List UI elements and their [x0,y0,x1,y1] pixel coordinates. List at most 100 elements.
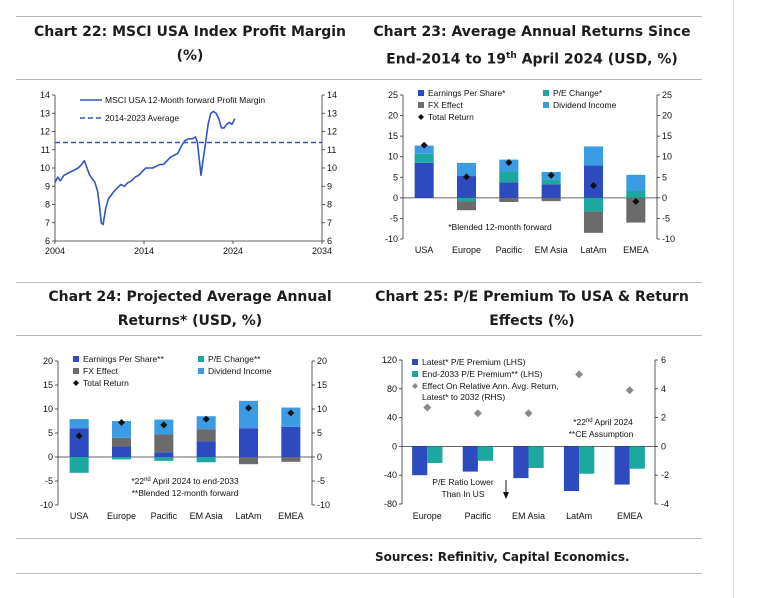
bar-segment [196,457,216,463]
y-tick-label-right: 8 [327,200,332,210]
y-tick-label-left: 9 [45,181,50,191]
y-tick-label-left: 120 [382,355,397,365]
x-category-label: Pacific [151,511,178,521]
total-return-marker [202,415,210,423]
bar-segment [626,174,646,191]
legend-swatch [543,90,549,96]
legend-swatch [412,359,418,365]
bar-segment [196,429,216,442]
effect-marker [625,386,634,395]
y-tick-label-left: 5 [393,172,398,182]
x-tick-label: 2014 [134,246,154,256]
y-tick-label-right: 20 [662,111,672,121]
y-tick-label-right: 14 [327,90,337,100]
legend-swatch [418,102,424,108]
legend-label: P/E Change** [208,354,261,364]
total-return-marker [505,158,513,166]
y-tick-label-right: 4 [661,384,666,394]
bar-segment [626,197,646,223]
y-tick-label-left: -5 [45,476,53,486]
y-tick-label-left: -40 [384,470,397,480]
annotation-arrowhead [503,492,509,499]
total-return-marker [420,141,428,149]
total-return-marker [463,173,470,181]
x-category-label: LatAm [580,245,606,255]
chart24-note-pre: *22 [131,476,144,486]
y-tick-label-right: -5 [662,213,670,223]
y-tick-label-left: 20 [43,356,53,366]
legend-label: Latest* P/E Premium (LHS) [422,357,526,367]
annotation-line: Than In US [442,489,485,499]
chart22-title-line2: (%) [176,48,204,64]
effect-marker [575,370,584,379]
legend-swatch [412,371,418,377]
effect-marker [524,409,533,418]
y-tick-label-left: -10 [40,500,53,510]
y-tick-label-left: -5 [390,213,398,223]
y-tick-label-right: 5 [317,428,322,438]
y-tick-label-left: 7 [45,218,50,228]
chart23-panel: -10 -10 -5 -5 0 0 5 5 10 10 15 15 20 20 25 25 USA Europe P… [365,84,700,264]
page-divider [733,0,734,598]
y-tick-label-left: 0 [393,193,398,203]
legend-label: Total Return [428,112,474,122]
y-tick-label-right: 9 [327,181,332,191]
bar-segment [238,428,259,457]
x-category-label: LatAm [235,511,261,521]
chart24-title: Chart 24: Projected Average Annual Retur… [20,285,360,333]
y-tick-label-left: 12 [40,127,50,137]
y-tick-label-right: 6 [327,236,332,246]
legend-label: MSCI USA 12-Month forward Profit Margin [105,95,265,105]
chart22-panel: 6 6 7 7 8 8 9 9 10 10 11 11 12 12 13 13 14 14 2004 2014 2024… [20,84,340,264]
y-tick-label-left: 20 [388,111,398,121]
bar-segment [626,190,646,198]
bar-segment [111,421,132,438]
y-tick-label-right: 12 [327,127,337,137]
bar-segment [499,197,519,202]
bar-segment [583,197,604,212]
chart22-svg: 6 6 7 7 8 8 9 9 10 10 11 11 12 12 13 13 14 14 2004 2014 2024… [40,90,337,256]
x-tick-label: 2034 [312,246,332,256]
x-category-label: EMEA [623,245,649,255]
chart25-svg: -80 -40 0 40 80 120 -4 -2 0 2 4 6 Europe Pacific EM As… [382,355,669,521]
legend-label: Dividend Income [553,100,617,110]
legend-swatch [418,90,424,96]
source-note: Sources: Refinitiv, Capital Economics. [375,550,630,564]
chart24-title-line1: Chart 24: Projected Average Annual [48,289,332,305]
bar [528,446,544,468]
x-tick-label: 2004 [45,246,65,256]
y-tick-label-left: 14 [40,90,50,100]
bar-segment [281,407,301,427]
bar-segment [583,211,604,233]
bar-segment [456,201,477,211]
chart25-note-part: *22 [573,417,586,427]
bar-segment [541,197,561,202]
y-tick-label-right: -2 [661,470,669,480]
x-category-label: EMEA [617,511,643,521]
legend-swatch [418,114,424,120]
rule-top-2 [16,79,702,80]
chart24-svg: -10 -10 -5 -5 0 0 5 5 10 10 15 15 20 20 USA Europe Pacif… [40,354,330,521]
y-tick-label-left: 0 [48,452,53,462]
rule-mid-2 [16,335,702,336]
legend-label: P/E Change* [553,88,603,98]
y-tick-label-right: 7 [327,218,332,228]
bar-segment [583,146,604,166]
bar-segment [111,437,132,447]
chart24-panel: -10 -10 -5 -5 0 0 5 5 10 10 15 15 20 20 USA Europe Pacif… [20,350,355,530]
bar [629,446,645,469]
y-tick-label-right: 15 [317,380,327,390]
chart24-note-post: April 2024 to end-2033 [151,476,239,486]
bar-segment [583,165,604,198]
bar-segment [541,184,561,198]
y-tick-label-left: 25 [388,90,398,100]
bar-segment [541,179,561,185]
y-tick-label-right: 15 [662,131,672,141]
chart25-note: *22nd April 2024 [573,417,633,427]
x-category-label: Pacific [496,245,523,255]
y-tick-label-right: -4 [661,499,669,509]
total-return-marker [75,432,83,440]
bar [563,446,580,492]
chart25-title-line2: Effects (%) [489,313,575,329]
total-return-marker [547,171,555,179]
